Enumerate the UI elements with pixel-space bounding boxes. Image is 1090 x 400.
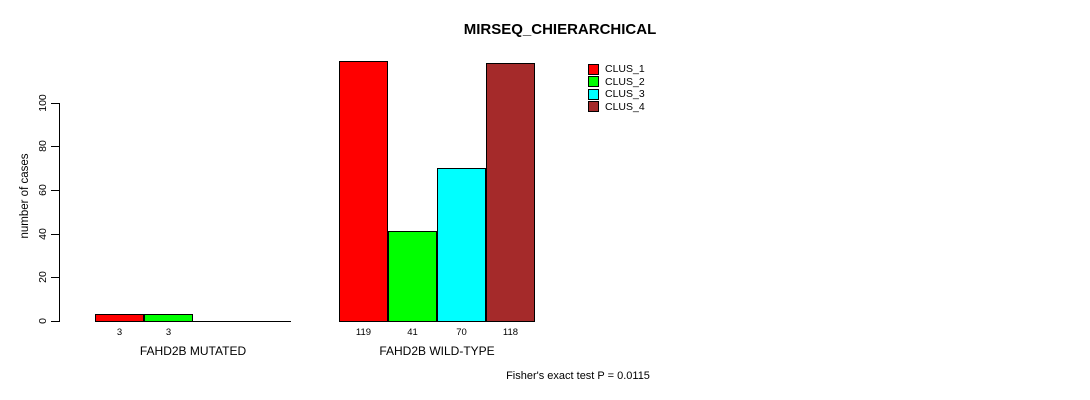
y-tick [51, 321, 59, 322]
y-tick [51, 146, 59, 148]
legend-label-clus-4: CLUS_4 [605, 100, 645, 113]
legend-swatch-clus-1-icon [588, 63, 599, 75]
bar [486, 63, 535, 322]
group-label-wildtype: FAHD2B WILD-TYPE [379, 344, 495, 358]
bar [388, 231, 437, 322]
bar-value-label: 41 [407, 327, 418, 338]
legend-label-clus-3: CLUS_3 [605, 88, 645, 100]
y-tick-label: 80 [37, 140, 49, 153]
y-tick [51, 189, 59, 191]
legend-item-clus-3: CLUS_3 [588, 88, 645, 101]
legend-item-clus-2: CLUS_2 [588, 76, 645, 89]
legend-label-clus-2: CLUS_2 [605, 75, 645, 88]
group-label-mutated: FAHD2B MUTATED [139, 344, 247, 358]
y-tick [51, 233, 59, 235]
group-baseline [95, 321, 291, 322]
y-tick-label: 100 [37, 93, 49, 112]
y-tick [51, 102, 59, 104]
legend-item-clus-4: CLUS_4 [588, 101, 645, 114]
bar-value-label: 3 [165, 327, 172, 338]
legend-swatch-clus-2-icon [588, 76, 599, 88]
y-tick-label: 60 [37, 184, 49, 196]
bar [437, 168, 486, 322]
y-axis-line [59, 102, 60, 322]
legend-swatch-clus-4-icon [588, 101, 599, 113]
bar-value-label: 3 [116, 327, 123, 338]
legend-item-clus-1: CLUS_1 [588, 63, 645, 76]
bar-value-label: 118 [502, 327, 519, 338]
fisher-test-caption: Fisher's exact test P = 0.0115 [506, 370, 650, 382]
legend-label-clus-1: CLUS_1 [605, 63, 645, 75]
legend: CLUS_1 CLUS_2 CLUS_3 CLUS_4 [588, 63, 645, 113]
legend-swatch-clus-3-icon [588, 88, 599, 100]
bar-value-label: 119 [355, 327, 372, 338]
y-tick-label: 0 [37, 318, 49, 324]
y-tick [51, 277, 59, 279]
bar-value-label: 70 [456, 327, 467, 338]
y-tick-label: 40 [37, 227, 49, 240]
bar [339, 60, 388, 322]
y-tick-label: 20 [37, 271, 49, 284]
chart-title: MIRSEQ_CHIERARCHICAL [463, 21, 657, 38]
bar [95, 314, 144, 322]
bar [144, 314, 193, 322]
y-axis-label: number of cases [19, 153, 31, 239]
